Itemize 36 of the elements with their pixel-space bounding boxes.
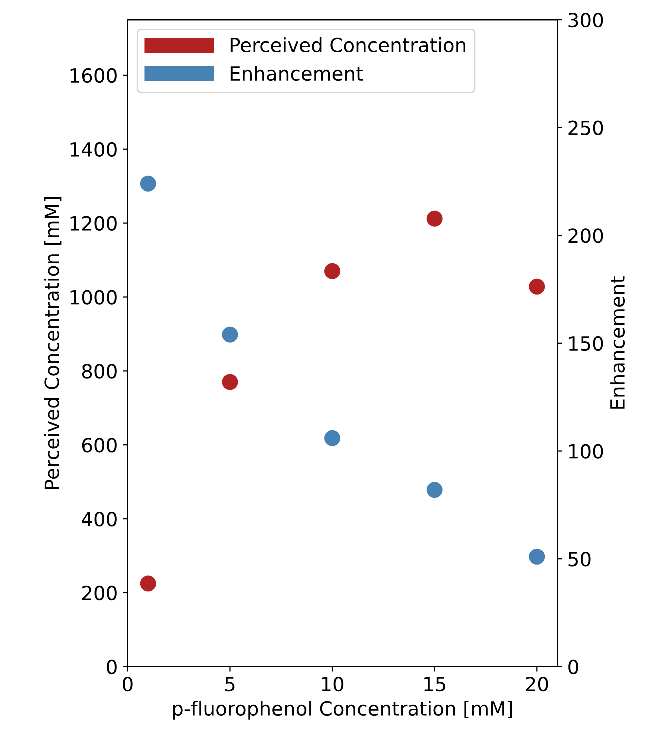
y2-axis-title: Enhancement	[610, 276, 626, 409]
x-tick-label: 0	[123, 676, 133, 692]
y-tick-label: 800	[82, 364, 117, 379]
point	[426, 210, 443, 227]
point	[140, 176, 156, 192]
x-tick-label: 5	[226, 677, 235, 692]
point	[140, 576, 156, 592]
y2-tick-label: 300	[568, 12, 604, 28]
x-axis-title: p-fluorophenol Concentration [mM]	[173, 700, 512, 720]
y-axis-title: Perceived Concentration [mM]	[44, 198, 62, 490]
y2-tick-label: 150	[569, 336, 604, 352]
y2-tick-label: 250	[568, 120, 604, 136]
y2-tick-label: 200	[568, 228, 604, 244]
y2-tick-label: 0	[568, 660, 578, 675]
y-tick-label: 0	[107, 660, 117, 675]
legend-label: Enhancement	[230, 66, 364, 82]
y-tick-label: 400	[82, 512, 117, 527]
point	[324, 263, 341, 280]
point	[324, 430, 341, 446]
x-tick-label: 15	[424, 677, 446, 692]
x-tick-label: 20	[526, 676, 548, 692]
point	[529, 278, 546, 295]
y2-tick-label: 50	[568, 552, 591, 567]
point	[222, 374, 238, 390]
point	[529, 548, 546, 565]
y-tick-label: 600	[82, 438, 117, 453]
y2-tick-label: 100	[569, 444, 604, 459]
y-tick-label: 1400	[70, 142, 117, 158]
point	[222, 326, 238, 343]
point	[426, 482, 443, 498]
y-tick-label: 200	[82, 586, 117, 601]
x-tick-label: 10	[322, 676, 344, 692]
y-tick-label: 1600	[70, 68, 117, 84]
legend-label: Perceived Concentration	[230, 38, 466, 53]
y-tick-label: 1200	[70, 216, 117, 231]
y-tick-label: 1000	[70, 290, 117, 305]
